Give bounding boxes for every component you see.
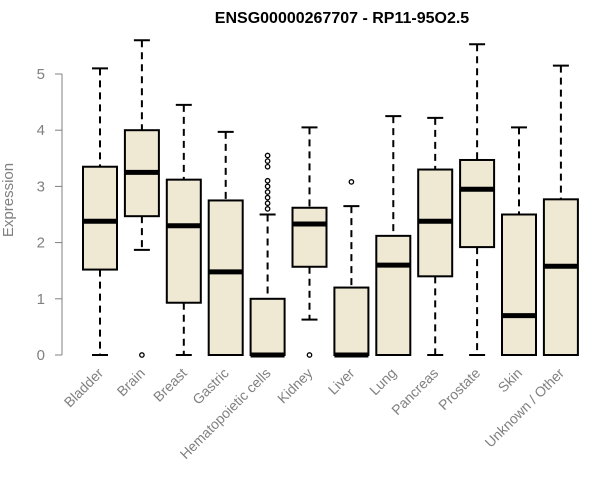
chart-title: ENSG00000267707 - RP11-95O2.5 xyxy=(215,10,470,27)
iqr-box xyxy=(82,165,118,271)
x-tick-label: Lung xyxy=(366,365,399,398)
outlier-point xyxy=(264,163,271,170)
x-tick-label: Unknown / Other xyxy=(481,365,567,451)
box-unknown-other xyxy=(542,64,579,356)
iqr-box xyxy=(249,297,286,356)
y-tick-label: 1 xyxy=(37,291,45,308)
box-pancreas xyxy=(417,116,454,356)
y-tick-label: 0 xyxy=(37,347,45,364)
outlier-point xyxy=(264,189,271,195)
box-gastric xyxy=(207,130,244,356)
outlier-point xyxy=(264,194,271,201)
outlier-point xyxy=(264,152,271,159)
outlier-point xyxy=(264,200,271,207)
iqr-box xyxy=(207,199,244,356)
outlier-point xyxy=(139,352,145,358)
y-tick-label: 3 xyxy=(37,178,45,195)
iqr-box xyxy=(501,213,537,356)
iqr-box xyxy=(165,178,202,304)
y-tick-label: 2 xyxy=(37,235,45,252)
box-skin xyxy=(501,126,537,356)
y-tick-label: 4 xyxy=(37,122,45,139)
box-hematopoietic-cells xyxy=(249,152,286,358)
x-tick-label: Kidney xyxy=(274,365,316,407)
outlier-point xyxy=(306,352,313,358)
iqr-box xyxy=(291,206,328,268)
y-axis-label: Expression xyxy=(0,163,17,237)
y-axis: 0 1 2 3 4 5 xyxy=(37,66,63,364)
outlier-point xyxy=(348,179,355,185)
x-tick-label: Brain xyxy=(114,365,148,399)
x-tick-label: Liver xyxy=(325,365,358,398)
box-breast xyxy=(165,103,202,356)
iqr-box xyxy=(375,234,412,356)
x-tick-label: Bladder xyxy=(61,365,107,411)
iqr-box xyxy=(333,286,370,356)
box-lung xyxy=(375,115,412,356)
box-bladder xyxy=(82,67,118,356)
x-tick-label: Pancreas xyxy=(388,365,441,418)
outlier-point xyxy=(264,206,271,212)
x-tick-label: Skin xyxy=(495,365,526,396)
x-tick-label: Prostate xyxy=(435,365,483,413)
x-tick-label: Breast xyxy=(150,365,190,405)
box-liver xyxy=(333,179,370,358)
iqr-box xyxy=(459,158,496,249)
y-tick-label: 5 xyxy=(37,66,45,83)
outlier-point xyxy=(264,158,271,164)
plot-area xyxy=(82,39,579,358)
box-brain xyxy=(123,39,160,358)
outlier-point xyxy=(264,177,271,184)
box-kidney xyxy=(291,126,328,358)
iqr-box xyxy=(542,198,579,356)
outlier-point xyxy=(264,183,271,190)
box-prostate xyxy=(459,43,496,356)
